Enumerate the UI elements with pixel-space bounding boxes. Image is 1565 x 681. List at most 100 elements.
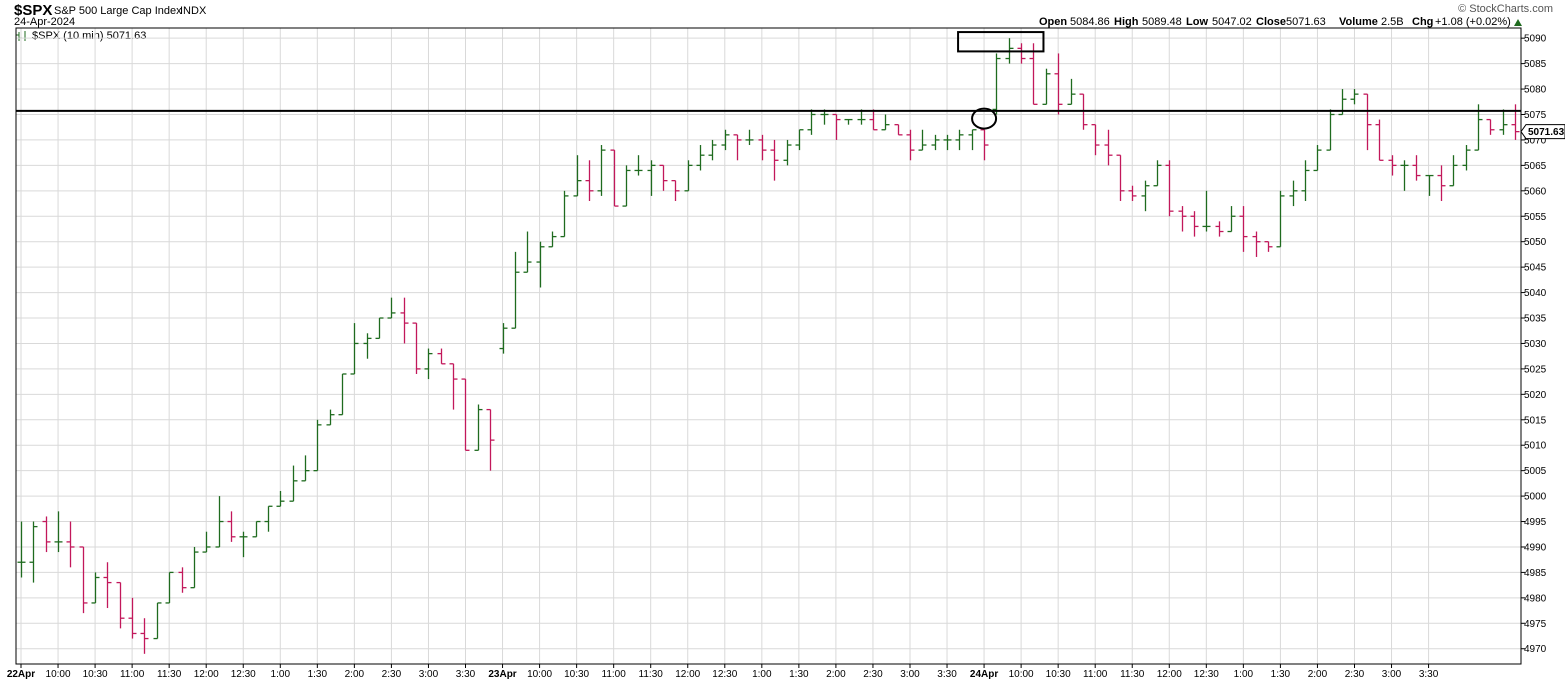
ohlc-bar [1153,160,1162,187]
x-tick-label: 11:30 [157,669,182,680]
ohlc-bar [1178,206,1187,232]
ohlc-bar [400,297,409,344]
open-label: Open [1039,16,1067,28]
ohlc-bar [1042,68,1051,105]
x-tick-label: 11:30 [1120,669,1145,680]
x-tick-label: 1:30 [308,669,328,680]
ohlc-bar [1486,118,1495,135]
ohlc-bar [42,516,51,553]
last-price-label: 5071.63 [1528,127,1565,138]
x-tick-label: 3:00 [1382,669,1402,680]
ohlc-bar [1264,241,1273,252]
y-tick-label: 5040 [1524,288,1547,299]
ohlc-bar [1474,104,1483,151]
ohlc-bar [276,491,285,507]
ohlc-bar [1215,221,1224,237]
x-tick-label: 1:00 [271,669,291,680]
y-tick-label: 5055 [1524,212,1547,223]
x-tick-label: 12:30 [1194,669,1219,680]
y-axis: 4970 4975 4980 4985 4990 4995 5000 5005 5010 5015… [1521,34,1547,655]
ohlc-bar [66,521,75,568]
x-tick-label: 12:30 [231,669,256,680]
ohlc-bar [511,251,520,329]
ohlc-bar [536,241,545,288]
security-name: S&P 500 Large Cap Index [54,5,182,17]
highlight-circle [971,107,998,130]
ohlc-bar [1202,190,1211,232]
x-tick-label: 2:00 [345,669,365,680]
x-tick-label: 22Apr [7,669,35,680]
ohlc-bar [387,297,396,319]
ohlc-bar [1104,129,1113,166]
y-tick-label: 5080 [1524,85,1547,96]
x-tick-label: 10:00 [1009,669,1034,680]
y-tick-label: 5060 [1524,186,1547,197]
x-tick-label: 24Apr [970,669,998,680]
ohlc-bar [1350,89,1359,105]
chg-label: Chg [1412,16,1433,28]
ohlc-bar [1400,160,1409,191]
ohlc-bar [758,134,767,161]
ohlc-bar [54,511,63,553]
ohlc-bar [968,129,977,151]
ohlc-bar [1388,155,1397,176]
ohlc-bar [289,465,298,502]
ohlc-bar [301,455,310,482]
y-tick-label: 5090 [1524,34,1547,45]
y-tick-label: 5050 [1524,237,1547,248]
x-tick-label: 11:00 [120,669,145,680]
ohlc-bar [745,129,754,146]
ohlc-bar [252,520,261,538]
ohlc-bar [116,581,125,629]
ohlc-bar [647,160,656,196]
close-label: Close [1256,16,1286,28]
ohlc-bars [17,38,1520,654]
chart-date: 24-Apr-2024 [14,16,75,28]
volume-label: Volume [1339,16,1378,28]
y-tick-label: 5075 [1524,110,1547,121]
ohlc-bar [486,408,495,471]
ohlc-bar [1091,124,1100,156]
ohlc-bar [128,597,137,639]
watermark: © StockCharts.com [1458,3,1553,15]
ohlc-bar [943,134,952,151]
y-tick-label: 5065 [1524,161,1547,172]
x-tick-label: 10:00 [46,669,71,680]
x-tick-label: 2:30 [863,669,883,680]
ohlc-bar [449,363,458,410]
ohlc-bar [1462,145,1471,171]
ohlc-bar [1141,180,1150,212]
ohlc-bar [869,109,878,131]
y-tick-label: 5010 [1524,441,1547,452]
ohlc-bar [659,164,668,191]
low-value: 5047.02 [1212,16,1252,28]
ohlc-bar [684,160,693,192]
ohlc-bar [783,139,792,166]
ohlc-bar [634,155,643,176]
ohlc-bar [178,567,187,593]
y-tick-label: 4980 [1524,593,1547,604]
ohlc-bar [1301,160,1310,201]
ohlc-bar [857,109,866,125]
ohlc-bar [560,190,569,238]
ohlc-bar [523,231,532,273]
x-tick-label: 10:30 [564,669,589,680]
ohlc-bar [363,333,372,359]
y-tick-label: 5020 [1524,390,1547,401]
y-tick-label: 4995 [1524,517,1547,528]
ohlc-bar [1375,119,1384,161]
x-tick-label: 2:30 [1345,669,1365,680]
ohlc-bar [807,109,816,135]
y-tick-label: 5070 [1524,135,1547,146]
ohlc-bar [708,139,717,161]
ohlc-bar [1239,206,1248,252]
y-tick-label: 5005 [1524,466,1547,477]
ohlc-bar [844,118,853,125]
ohlc-bar [1190,211,1199,237]
open-value: 5084.86 [1070,16,1110,28]
ohlc-bar [622,165,631,207]
ohlc-bar [239,531,248,558]
x-tick-label: 12:00 [1157,669,1182,680]
x-tick-label: 23Apr [488,669,516,680]
